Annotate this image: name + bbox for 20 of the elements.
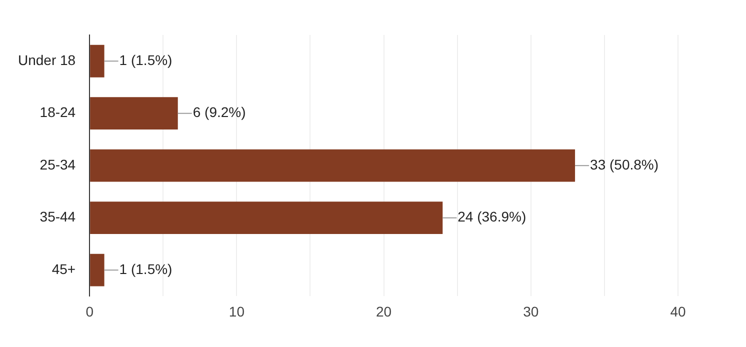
- bar: [90, 97, 178, 130]
- x-tick-label: 20: [376, 303, 392, 320]
- x-tick-label: 40: [670, 303, 686, 320]
- data-label: 1 (1.5%): [119, 52, 172, 68]
- data-label: 33 (50.8%): [590, 156, 659, 172]
- y-tick-label: 25-34: [40, 156, 76, 172]
- bar: [90, 149, 576, 182]
- y-tick-label: 18-24: [40, 104, 76, 120]
- x-tick-label: 10: [228, 303, 245, 320]
- bar: [90, 254, 104, 286]
- data-label: 24 (36.9%): [458, 208, 526, 225]
- y-tick-label: 45+: [52, 260, 76, 277]
- bar: [90, 202, 443, 234]
- x-tick-label: 0: [86, 303, 94, 320]
- y-tick-label: 35-44: [40, 208, 76, 225]
- x-tick-label: 30: [523, 303, 539, 320]
- bar: [90, 44, 104, 78]
- data-label: 1 (1.5%): [119, 260, 172, 277]
- y-tick-label: Under 18: [18, 52, 76, 68]
- data-label: 6 (9.2%): [192, 104, 246, 120]
